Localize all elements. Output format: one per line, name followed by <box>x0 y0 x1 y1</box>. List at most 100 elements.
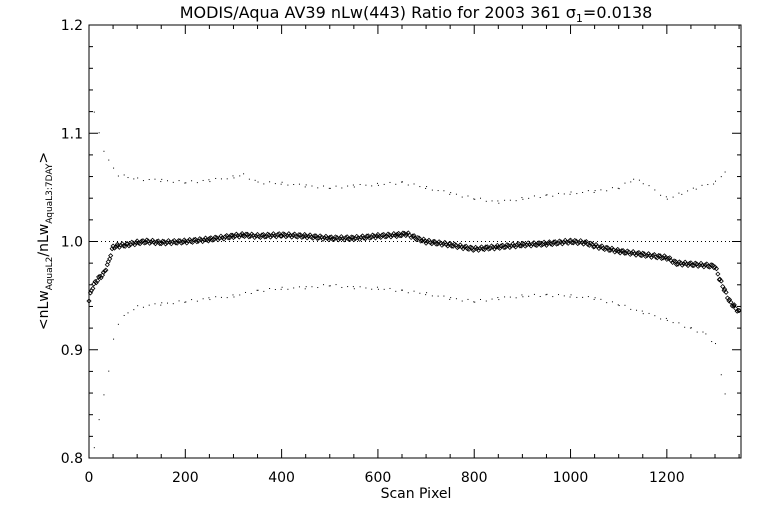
mean-ratio-point <box>372 235 379 241</box>
x-tick-label: 1000 <box>553 470 589 486</box>
mean-ratio-point <box>108 253 114 259</box>
lower-envelope-point <box>684 326 686 328</box>
chart-title-tail: =0.0138 <box>583 3 652 22</box>
lower-envelope-point <box>133 309 135 311</box>
upper-envelope-point <box>287 184 289 186</box>
upper-envelope-point <box>473 198 475 200</box>
mean-ratio-point <box>454 245 460 251</box>
mean-ratio-point <box>194 239 200 245</box>
lower-envelope-point <box>690 327 692 329</box>
lower-envelope-point <box>376 286 378 288</box>
mean-ratio-point <box>462 244 468 250</box>
lower-envelope-point <box>705 333 707 335</box>
lower-envelope-point <box>570 294 572 296</box>
lower-envelope-point <box>274 289 276 291</box>
upper-envelope-point <box>161 178 163 180</box>
mean-ratio-point <box>191 237 197 243</box>
lower-envelope-point <box>660 318 662 320</box>
lower-envelope-point <box>239 294 241 296</box>
mean-ratio-point <box>262 234 268 240</box>
upper-envelope-point <box>383 183 385 185</box>
lower-envelope-point <box>641 310 643 312</box>
upper-envelope-point <box>305 184 307 186</box>
upper-envelope-point <box>407 184 409 186</box>
lower-envelope-point <box>353 288 355 290</box>
upper-envelope-point <box>347 185 349 187</box>
lower-envelope-point <box>93 447 95 449</box>
lower-envelope-point <box>480 298 482 300</box>
upper-envelope-point <box>633 178 635 180</box>
upper-envelope-point <box>269 181 271 183</box>
upper-envelope-point <box>546 194 548 196</box>
lower-envelope-point <box>654 315 656 317</box>
upper-envelope-point <box>202 179 204 181</box>
lower-envelope-point <box>377 288 379 290</box>
mean-ratio-point <box>501 244 507 251</box>
mean-ratio-point <box>275 231 281 238</box>
chart-title: MODIS/Aqua AV39 nLw(443) Ratio for 2003 … <box>180 3 653 25</box>
upper-envelope-point <box>611 187 613 189</box>
upper-envelope-point <box>137 177 139 179</box>
mean-ratio-point <box>239 231 245 237</box>
lower-envelope-point <box>533 293 535 295</box>
lower-envelope-point <box>611 301 613 303</box>
mean-ratio-point <box>720 283 726 290</box>
x-tick-label: 400 <box>268 470 295 486</box>
lower-envelope-point <box>630 308 632 310</box>
lower-envelope-point <box>498 299 500 301</box>
upper-envelope-point <box>474 198 476 200</box>
upper-envelope-point <box>450 192 452 194</box>
mean-ratio-point <box>545 240 551 246</box>
upper-envelope-point <box>672 196 674 198</box>
upper-envelope-point <box>678 192 680 194</box>
mean-ratio-point <box>118 242 124 248</box>
upper-envelope-point <box>617 187 619 189</box>
mean-ratio-point <box>283 234 289 240</box>
mean-ratio-point <box>582 239 588 245</box>
upper-envelope-point <box>600 189 602 191</box>
x-tick-label: 0 <box>85 470 94 486</box>
upper-envelope-point <box>642 183 644 185</box>
upper-envelope-point <box>419 186 421 188</box>
mean-ratio-point <box>173 240 179 246</box>
upper-envelope-point <box>724 171 726 173</box>
mean-ratio-point <box>296 232 302 238</box>
lower-envelope-point <box>359 286 361 288</box>
lower-envelope-point <box>256 289 258 291</box>
lower-envelope-point <box>142 306 144 308</box>
mean-ratio-point <box>320 236 326 242</box>
mean-ratio-point <box>627 251 633 257</box>
mean-ratio-point <box>532 242 538 248</box>
upper-envelope-point <box>509 199 511 201</box>
mean-ratio-point <box>634 250 641 256</box>
lower-envelope-point <box>665 317 667 319</box>
upper-envelope-point <box>154 178 156 180</box>
upper-envelope-point <box>666 198 668 200</box>
mean-ratio-point <box>517 243 523 249</box>
upper-envelope-point <box>335 185 337 187</box>
lower-envelope-point <box>485 300 487 302</box>
mean-ratio-point <box>606 247 612 253</box>
upper-envelope-point <box>311 185 313 187</box>
lower-envelope-point <box>148 304 150 306</box>
mean-ratio-point <box>440 241 446 247</box>
upper-envelope-point <box>298 183 300 185</box>
upper-envelope-point <box>389 181 391 183</box>
mean-ratio-point <box>162 241 169 247</box>
mean-ratio-point <box>615 246 621 252</box>
mean-ratio-point <box>206 235 212 242</box>
mean-ratio-point <box>111 245 118 251</box>
upper-envelope-point <box>701 184 703 186</box>
upper-envelope-point <box>226 178 228 180</box>
mean-ratio-point <box>343 235 349 241</box>
lower-envelope-point <box>509 296 511 298</box>
mean-ratio-point <box>705 263 711 270</box>
upper-envelope-point <box>196 182 198 184</box>
x-tick-label: 800 <box>461 470 488 486</box>
mean-ratio-point <box>640 250 646 256</box>
mean-ratio-point <box>138 238 145 244</box>
mean-ratio-point <box>379 232 385 238</box>
upper-envelope-point <box>257 181 259 183</box>
lower-envelope-point <box>329 285 331 287</box>
